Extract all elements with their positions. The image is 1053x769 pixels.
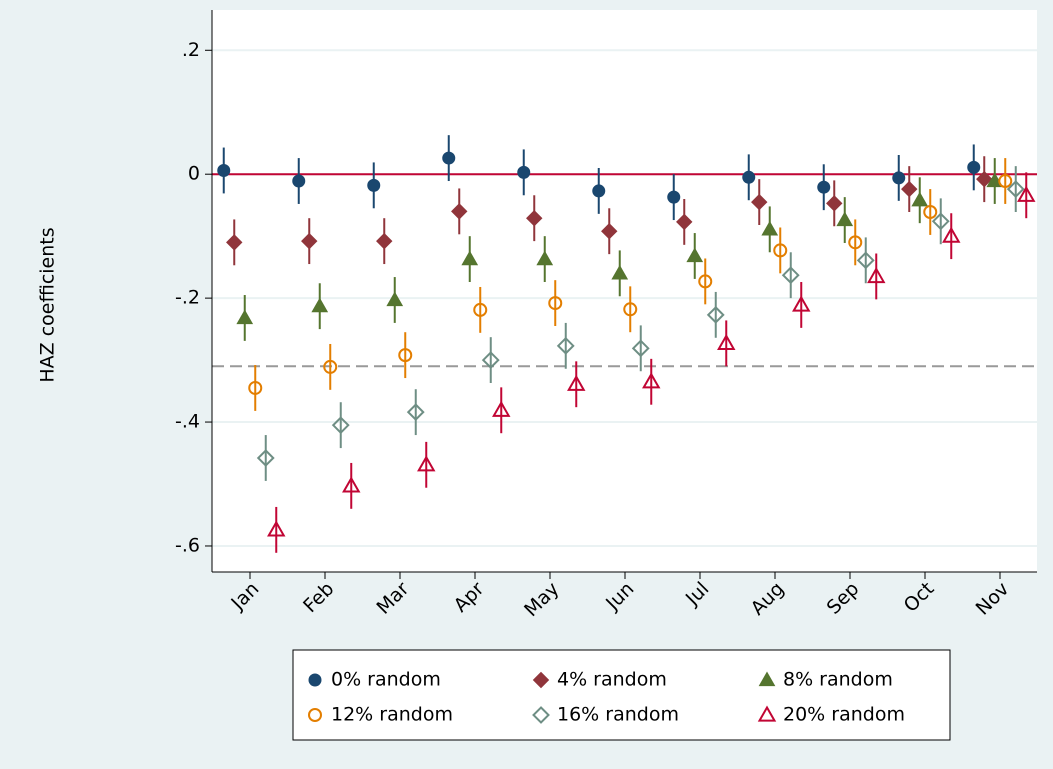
data-point <box>698 274 713 289</box>
data-point <box>461 250 479 266</box>
data-point <box>1017 185 1036 202</box>
data-point <box>406 403 425 422</box>
data-point <box>398 348 413 363</box>
data-point <box>742 170 756 184</box>
data-point <box>567 374 586 391</box>
data-point <box>236 309 254 325</box>
data-point <box>901 180 918 198</box>
data-point <box>967 160 981 174</box>
data-point <box>556 336 575 355</box>
data-point <box>923 204 938 219</box>
legend-marker <box>308 673 322 687</box>
data-point <box>592 184 606 198</box>
data-point <box>642 372 661 389</box>
data-point <box>376 232 393 250</box>
y-tick-label: -.4 <box>175 411 200 433</box>
legend-marker <box>758 671 776 687</box>
data-point <box>248 380 263 395</box>
data-point <box>717 333 736 350</box>
data-point <box>601 222 618 240</box>
legend-marker <box>308 708 322 722</box>
data-point <box>492 400 511 417</box>
data-point <box>792 295 811 312</box>
data-point <box>311 297 329 313</box>
y-tick-label: 0 <box>188 163 200 185</box>
data-point <box>301 232 318 250</box>
data-point <box>817 180 831 194</box>
y-tick-label: -.6 <box>175 534 200 556</box>
data-point <box>911 191 929 207</box>
data-point <box>342 476 361 493</box>
data-point <box>686 247 704 263</box>
legend-marker <box>757 705 777 722</box>
data-point <box>367 178 381 192</box>
data-point <box>892 171 906 185</box>
legend-marker <box>532 706 550 724</box>
data-point <box>998 174 1013 189</box>
legend-box <box>292 649 951 741</box>
legend-label: 0% random <box>331 669 441 691</box>
data-point <box>256 449 275 467</box>
data-point <box>867 266 886 284</box>
y-tick-label: -.2 <box>175 287 200 309</box>
data-point <box>773 243 788 258</box>
data-point <box>536 250 554 266</box>
data-point <box>848 235 863 250</box>
data-point <box>976 170 993 188</box>
data-point <box>226 234 243 251</box>
data-point <box>931 212 950 231</box>
data-point <box>331 416 350 435</box>
plot-area <box>212 10 1037 572</box>
legend-label: 8% random <box>783 669 893 691</box>
data-point <box>942 226 961 243</box>
data-point <box>517 165 531 179</box>
data-point <box>473 302 488 317</box>
legend-label: 12% random <box>331 704 453 726</box>
data-point <box>451 203 468 220</box>
data-point <box>667 190 681 204</box>
data-point <box>481 351 500 370</box>
data-point <box>676 213 693 231</box>
data-point <box>623 302 638 317</box>
data-point <box>781 266 800 285</box>
data-point <box>761 220 779 236</box>
data-point <box>267 520 286 537</box>
data-point <box>417 455 436 472</box>
data-point <box>323 359 338 374</box>
data-point <box>386 291 404 307</box>
legend-marker <box>532 671 550 689</box>
legend-label: 16% random <box>557 704 679 726</box>
data-point <box>217 163 231 177</box>
y-axis-title: HAZ coefficients <box>37 227 59 382</box>
legend-label: 20% random <box>783 704 905 726</box>
data-point <box>611 264 629 280</box>
data-point <box>1006 180 1025 198</box>
legend-label: 4% random <box>557 669 667 691</box>
data-point <box>836 211 854 227</box>
data-point <box>292 174 306 188</box>
data-point <box>751 193 768 211</box>
data-point <box>442 151 456 165</box>
data-point <box>706 305 725 324</box>
y-tick-label: .2 <box>182 39 200 61</box>
data-point <box>548 296 563 311</box>
data-point <box>526 209 543 227</box>
data-point <box>856 251 875 270</box>
data-point <box>631 339 650 358</box>
data-point <box>826 195 843 212</box>
